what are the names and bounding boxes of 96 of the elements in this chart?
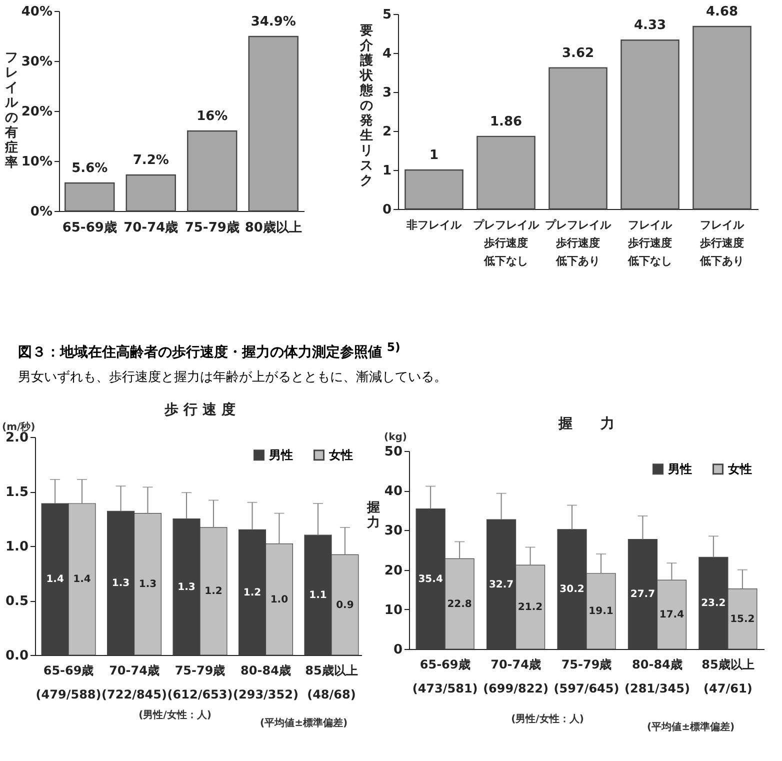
- x-tick-label: フレイル歩行速度低下なし: [627, 218, 673, 268]
- data-label: 16%: [196, 109, 228, 124]
- text: 図３：地域在住高齢者の歩行速度・握力の体力測定参照値 $^{5)}$: [18, 340, 402, 362]
- text: (男性/女性：人): [138, 708, 212, 722]
- y-tick-label: 0.0: [5, 648, 28, 664]
- x-tick-label: 85歳以上 (48/68): [305, 664, 358, 702]
- legend-label: 男性: [268, 448, 293, 462]
- y-tick-label: 0.5: [5, 594, 28, 609]
- y-tick-label: 2.0: [5, 430, 28, 446]
- bar: [476, 136, 536, 210]
- bar: [692, 26, 752, 210]
- y-tick-label: 50: [384, 444, 402, 460]
- text: (平均値±標準偏差): [647, 720, 735, 734]
- y-tick-label: 30%: [21, 54, 52, 70]
- x-tick-label: 65-69歳 (479/588): [36, 664, 102, 702]
- bar: [64, 182, 115, 212]
- y-tick-label: 20: [384, 563, 402, 578]
- y-tick-label: 4: [382, 46, 392, 62]
- bar: [248, 36, 298, 212]
- y-tick-label: 0: [382, 202, 392, 218]
- y-tick-label: 1.0: [5, 540, 28, 554]
- x-tick-label: プレフレイル歩行速度低下なし: [473, 218, 540, 268]
- x-tick-label: 非フレイル: [406, 218, 462, 232]
- x-tick-label: 75-79歳: [184, 220, 240, 236]
- data-label: 1: [429, 148, 439, 163]
- data-label: 15.2: [730, 614, 755, 625]
- text: (男性/女性：人): [511, 712, 584, 726]
- x-tick-label: 65-69歳 (473/581): [412, 658, 478, 696]
- data-label: 35.4: [418, 574, 443, 585]
- y-tick-label: 40%: [21, 4, 52, 20]
- x-tick-label: 80-84歳 (281/345): [624, 658, 690, 696]
- y-tick-label: 40: [384, 484, 402, 500]
- y-tick-label: 0: [393, 642, 402, 658]
- bar: [548, 67, 608, 210]
- x-tick-label: 80歳以上: [244, 220, 302, 236]
- y-tick-label: 1.5: [5, 485, 28, 500]
- x-tick-label: 70-74歳: [124, 220, 178, 236]
- data-label: 1.4: [46, 574, 64, 586]
- data-label: 21.2: [518, 602, 543, 614]
- x-tick-label: 85歳以上 (47/61): [702, 658, 754, 696]
- data-label: 1.0: [270, 594, 288, 606]
- x-tick-label: プレフレイル歩行速度低下あり: [545, 218, 612, 268]
- data-label: 7.2%: [132, 153, 169, 168]
- chart-title: 歩 行 速 度: [164, 401, 236, 418]
- y-tick-label: 10: [384, 602, 402, 618]
- data-label: 34.9%: [250, 14, 296, 30]
- y-axis-title: フレイルの有症率: [4, 50, 19, 170]
- data-label: 3.62: [562, 46, 594, 61]
- data-label: 0.9: [336, 600, 354, 611]
- data-label: 30.2: [560, 584, 584, 596]
- y-axis-title: 握力: [366, 500, 380, 530]
- y-tick-label: 3: [382, 86, 392, 100]
- legend-label: 女性: [727, 462, 752, 476]
- x-tick-label: 75-79歳 (597/645): [554, 658, 620, 696]
- y-tick-label: 10%: [21, 154, 52, 170]
- text: 男女いずれも、歩行速度と握力は年齢が上がるとともに、漸減している。: [18, 368, 447, 386]
- data-label: 1.3: [112, 578, 130, 590]
- data-label: 17.4: [659, 610, 684, 621]
- data-label: 1.2: [204, 586, 222, 598]
- x-tick-label: フレイル歩行速度低下あり: [699, 218, 745, 268]
- x-tick-label: 70-74歳 (699/822): [483, 658, 549, 696]
- data-label: 1.3: [138, 579, 157, 590]
- y-tick-label: 2: [382, 124, 392, 140]
- x-tick-label: 80-84歳 (293/352): [233, 664, 298, 702]
- text: (m/秒): [2, 420, 36, 433]
- bar: [404, 169, 464, 210]
- bar: [187, 130, 238, 212]
- text: (平均値±標準偏差): [260, 716, 348, 730]
- data-label: 1.86: [490, 114, 522, 130]
- data-label: 1.2: [243, 587, 262, 598]
- y-tick-label: 1: [382, 164, 392, 178]
- y-tick-label: 20%: [21, 104, 52, 120]
- bar: [620, 40, 680, 210]
- data-label: 23.2: [701, 598, 726, 610]
- data-label: 5.6%: [72, 161, 108, 176]
- chart-title: 握 力: [558, 416, 614, 432]
- bar: [126, 174, 176, 212]
- text: (kg): [384, 432, 407, 443]
- data-label: 1.3: [178, 582, 196, 593]
- data-label: 27.7: [630, 589, 656, 600]
- data-label: 4.68: [706, 4, 738, 20]
- y-tick-label: 30: [384, 524, 402, 539]
- data-label: 1.1: [309, 590, 327, 602]
- data-label: 1.4: [73, 574, 91, 586]
- data-label: 32.7: [488, 579, 514, 590]
- legend-label: 女性: [328, 448, 353, 462]
- data-label: 19.1: [588, 606, 614, 618]
- data-label: 22.8: [447, 598, 472, 610]
- legend-label: 男性: [667, 462, 692, 476]
- x-tick-label: 75-79歳 (612/653): [167, 664, 233, 702]
- y-tick-label: 5: [382, 8, 392, 22]
- x-tick-label: 70-74歳 (722/845): [102, 664, 167, 702]
- y-tick-label: 0%: [30, 204, 52, 220]
- x-tick-label: 65-69歳: [62, 220, 117, 236]
- data-label: 4.33: [634, 18, 666, 34]
- text: 要介護状態の発生リスク: [360, 24, 373, 188]
